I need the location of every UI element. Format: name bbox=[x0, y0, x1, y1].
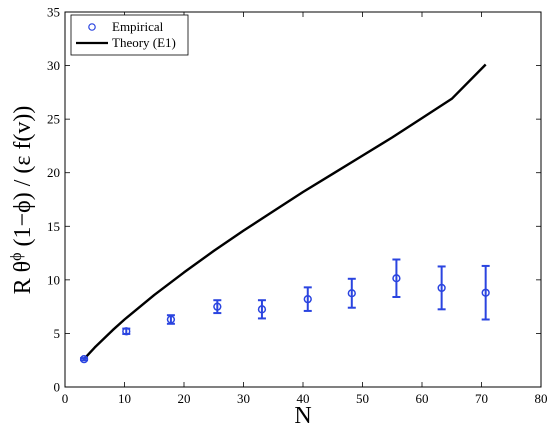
theory-series bbox=[83, 63, 487, 360]
legend: Empirical Theory (E1) bbox=[70, 14, 189, 56]
y-tick-label-5: 25 bbox=[47, 112, 60, 127]
x-tick-label-2: 20 bbox=[178, 391, 191, 406]
x-tick-label-4: 40 bbox=[297, 391, 310, 406]
y-axis-title-rest: (1−ϕ) / (ε f(v)) bbox=[10, 106, 36, 253]
axis-ticks: 0 10 20 30 40 50 60 70 80 0 5 10 15 20 25 30 35 bbox=[47, 5, 548, 407]
empirical-point-6 bbox=[347, 289, 356, 298]
y-tick-label-2: 10 bbox=[47, 272, 60, 287]
x-tick-label-3: 30 bbox=[237, 391, 250, 406]
legend-empirical-marker bbox=[88, 23, 96, 31]
y-axis-title: R θϕ (1−ϕ) / (ε f(v)) bbox=[8, 106, 36, 295]
y-tick-label-1: 5 bbox=[54, 326, 61, 341]
empirical-point-4 bbox=[257, 305, 267, 314]
y-tick-label-6: 30 bbox=[47, 58, 60, 73]
x-tick-label-7: 70 bbox=[475, 391, 488, 406]
y-tick-label-7: 35 bbox=[47, 5, 60, 20]
empirical-point-7 bbox=[392, 274, 401, 283]
empirical-point-3 bbox=[213, 302, 222, 311]
legend-box bbox=[70, 14, 189, 56]
empirical-point-2 bbox=[166, 315, 176, 324]
empirical-point-0 bbox=[79, 354, 89, 364]
empirical-series bbox=[79, 258, 490, 364]
y-tick-label-0: 0 bbox=[54, 380, 61, 395]
x-axis-title: N bbox=[294, 403, 311, 429]
legend-empirical-label: Empirical bbox=[112, 19, 164, 34]
legend-theory-label: Theory (E1) bbox=[112, 35, 176, 50]
y-tick-label-4: 20 bbox=[47, 165, 60, 180]
empirical-point-9 bbox=[481, 288, 490, 297]
empirical-point-1 bbox=[122, 327, 131, 336]
theory-line bbox=[83, 63, 487, 360]
empirical-point-8 bbox=[437, 283, 446, 293]
x-tick-label-0: 0 bbox=[62, 391, 69, 406]
y-axis-title-phi-sup: ϕ bbox=[8, 252, 25, 260]
x-tick-label-6: 60 bbox=[416, 391, 429, 406]
x-tick-label-1: 10 bbox=[118, 391, 131, 406]
empirical-point-5 bbox=[303, 294, 312, 304]
x-tick-label-5: 50 bbox=[356, 391, 369, 406]
y-axis-title-r-theta: R θ bbox=[10, 261, 36, 295]
y-tick-label-3: 15 bbox=[47, 219, 60, 234]
x-tick-label-8: 80 bbox=[535, 391, 548, 406]
plot-area bbox=[64, 11, 542, 388]
